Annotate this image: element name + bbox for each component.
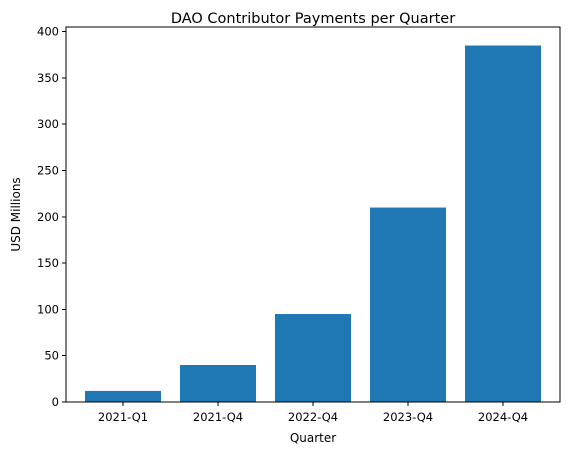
bar-2021-Q1 <box>85 390 161 402</box>
y-axis: 0 50 100 150 200 250 300 350 400 <box>37 25 66 409</box>
y-tick-label: 300 <box>37 117 59 131</box>
bar-2023-Q4 <box>370 207 446 402</box>
y-tick-label: 150 <box>37 256 59 270</box>
x-tick-label: 2021-Q4 <box>193 410 243 424</box>
x-tick-label: 2024-Q4 <box>478 410 528 424</box>
y-tick-label: 250 <box>37 164 59 178</box>
plot-frame <box>65 26 561 403</box>
x-tick-label: 2023-Q4 <box>383 410 433 424</box>
bars-group <box>85 45 541 402</box>
bar-2022-Q4 <box>275 314 351 402</box>
x-tick-label: 2022-Q4 <box>288 410 338 424</box>
chart-title: DAO Contributor Payments per Quarter <box>171 11 455 27</box>
y-tick-label: 50 <box>44 349 59 363</box>
x-axis-label: Quarter <box>290 431 336 445</box>
y-tick-label: 350 <box>37 71 59 85</box>
y-axis-label: USD Millions <box>9 177 23 251</box>
y-tick-label: 200 <box>37 210 59 224</box>
y-tick-label: 400 <box>37 25 59 39</box>
bar-2024-Q4 <box>465 45 541 402</box>
y-tick-label: 0 <box>52 395 59 409</box>
bar-2021-Q4 <box>180 364 256 402</box>
x-axis: 2021-Q1 2021-Q4 2022-Q4 2023-Q4 2024-Q4 <box>98 402 528 424</box>
y-tick-label: 100 <box>37 302 59 316</box>
x-tick-label: 2021-Q1 <box>98 410 148 424</box>
